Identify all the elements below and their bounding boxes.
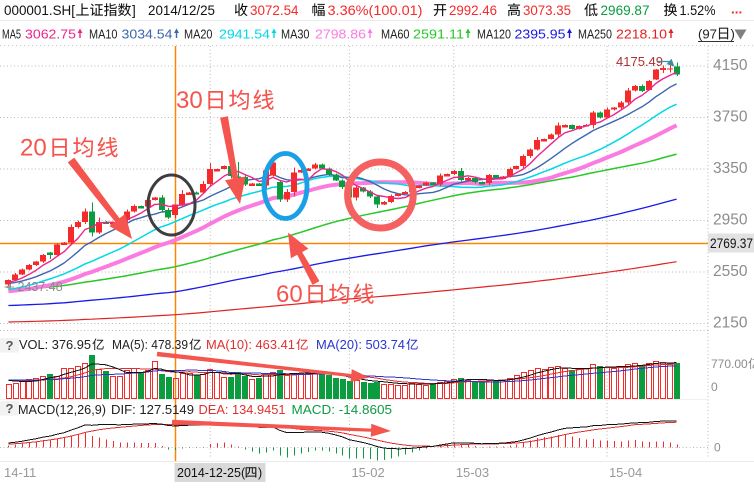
svg-text:DEA: 134.9451: DEA: 134.9451 [199,403,286,417]
svg-text:2395.95: 2395.95 [515,28,566,42]
svg-text:14-11: 14-11 [4,465,36,480]
svg-text:?: ? [6,338,14,353]
svg-text:): ) [258,466,262,480]
svg-text:2950: 2950 [713,212,748,229]
svg-text:?: ? [6,401,14,416]
svg-text:2992.46: 2992.46 [449,3,497,18]
svg-text:15-03: 15-03 [456,465,489,480]
svg-text:3073.35: 3073.35 [523,3,571,18]
svg-text:2969.87: 2969.87 [601,3,650,18]
svg-text:0: 0 [711,380,718,394]
svg-text:(97: (97 [698,27,717,42]
svg-text:1.52%: 1.52% [680,3,716,18]
svg-text:20: 20 [20,135,47,162]
svg-text:MA60: MA60 [381,28,410,42]
svg-text:15-04: 15-04 [609,465,642,480]
svg-text:30: 30 [176,87,203,114]
svg-text:]: ] [132,3,136,18]
svg-text:MA10: MA10 [89,28,118,42]
svg-text:VOL: 376.95: VOL: 376.95 [19,338,91,352]
svg-text:MA(5): 478.39: MA(5): 478.39 [112,338,188,352]
svg-text:2550: 2550 [713,263,748,280]
svg-text:000001.SH[: 000001.SH[ [4,3,75,18]
svg-text:3.36%(100.01): 3.36%(100.01) [328,3,423,18]
svg-text:3750: 3750 [713,109,748,126]
svg-text:DIF: 127.5149: DIF: 127.5149 [111,403,194,417]
svg-text:0: 0 [714,441,721,455]
svg-text:3350: 3350 [713,160,748,177]
svg-text:60: 60 [276,281,303,308]
svg-text:MA5: MA5 [2,28,21,42]
svg-text:3062.75: 3062.75 [25,28,76,42]
svg-text:): ) [731,27,735,42]
svg-text:4175.49: 4175.49 [616,54,663,69]
svg-text:2798.86: 2798.86 [315,28,366,42]
svg-text:3072.54: 3072.54 [250,3,299,18]
svg-text:2437.48: 2437.48 [18,280,63,294]
svg-text:2014/12/25: 2014/12/25 [148,3,215,18]
svg-text:2014-12-25(: 2014-12-25( [177,466,246,480]
svg-text:MA(20): 503.74: MA(20): 503.74 [316,338,405,352]
svg-text:2591.11: 2591.11 [413,28,464,42]
svg-text:MA20: MA20 [184,28,213,42]
svg-text:MA30: MA30 [281,28,310,42]
svg-text:2150: 2150 [713,315,748,332]
svg-text:...: ... [731,2,742,17]
svg-text:MACD(12,26,9): MACD(12,26,9) [18,403,106,417]
svg-text:3034.54: 3034.54 [122,28,173,42]
svg-text:2941.54: 2941.54 [219,28,270,42]
svg-text:770.00: 770.00 [711,357,748,371]
svg-text:4150: 4150 [713,57,748,74]
svg-text:MA(10): 463.41: MA(10): 463.41 [206,338,295,352]
svg-text:MACD: -14.8605: MACD: -14.8605 [292,403,393,417]
svg-text:2218.10: 2218.10 [616,28,667,42]
svg-text:MA250: MA250 [578,28,612,42]
svg-text:15-02: 15-02 [351,465,384,480]
svg-text:2769.37: 2769.37 [710,236,753,251]
svg-text:MA120: MA120 [477,28,511,42]
